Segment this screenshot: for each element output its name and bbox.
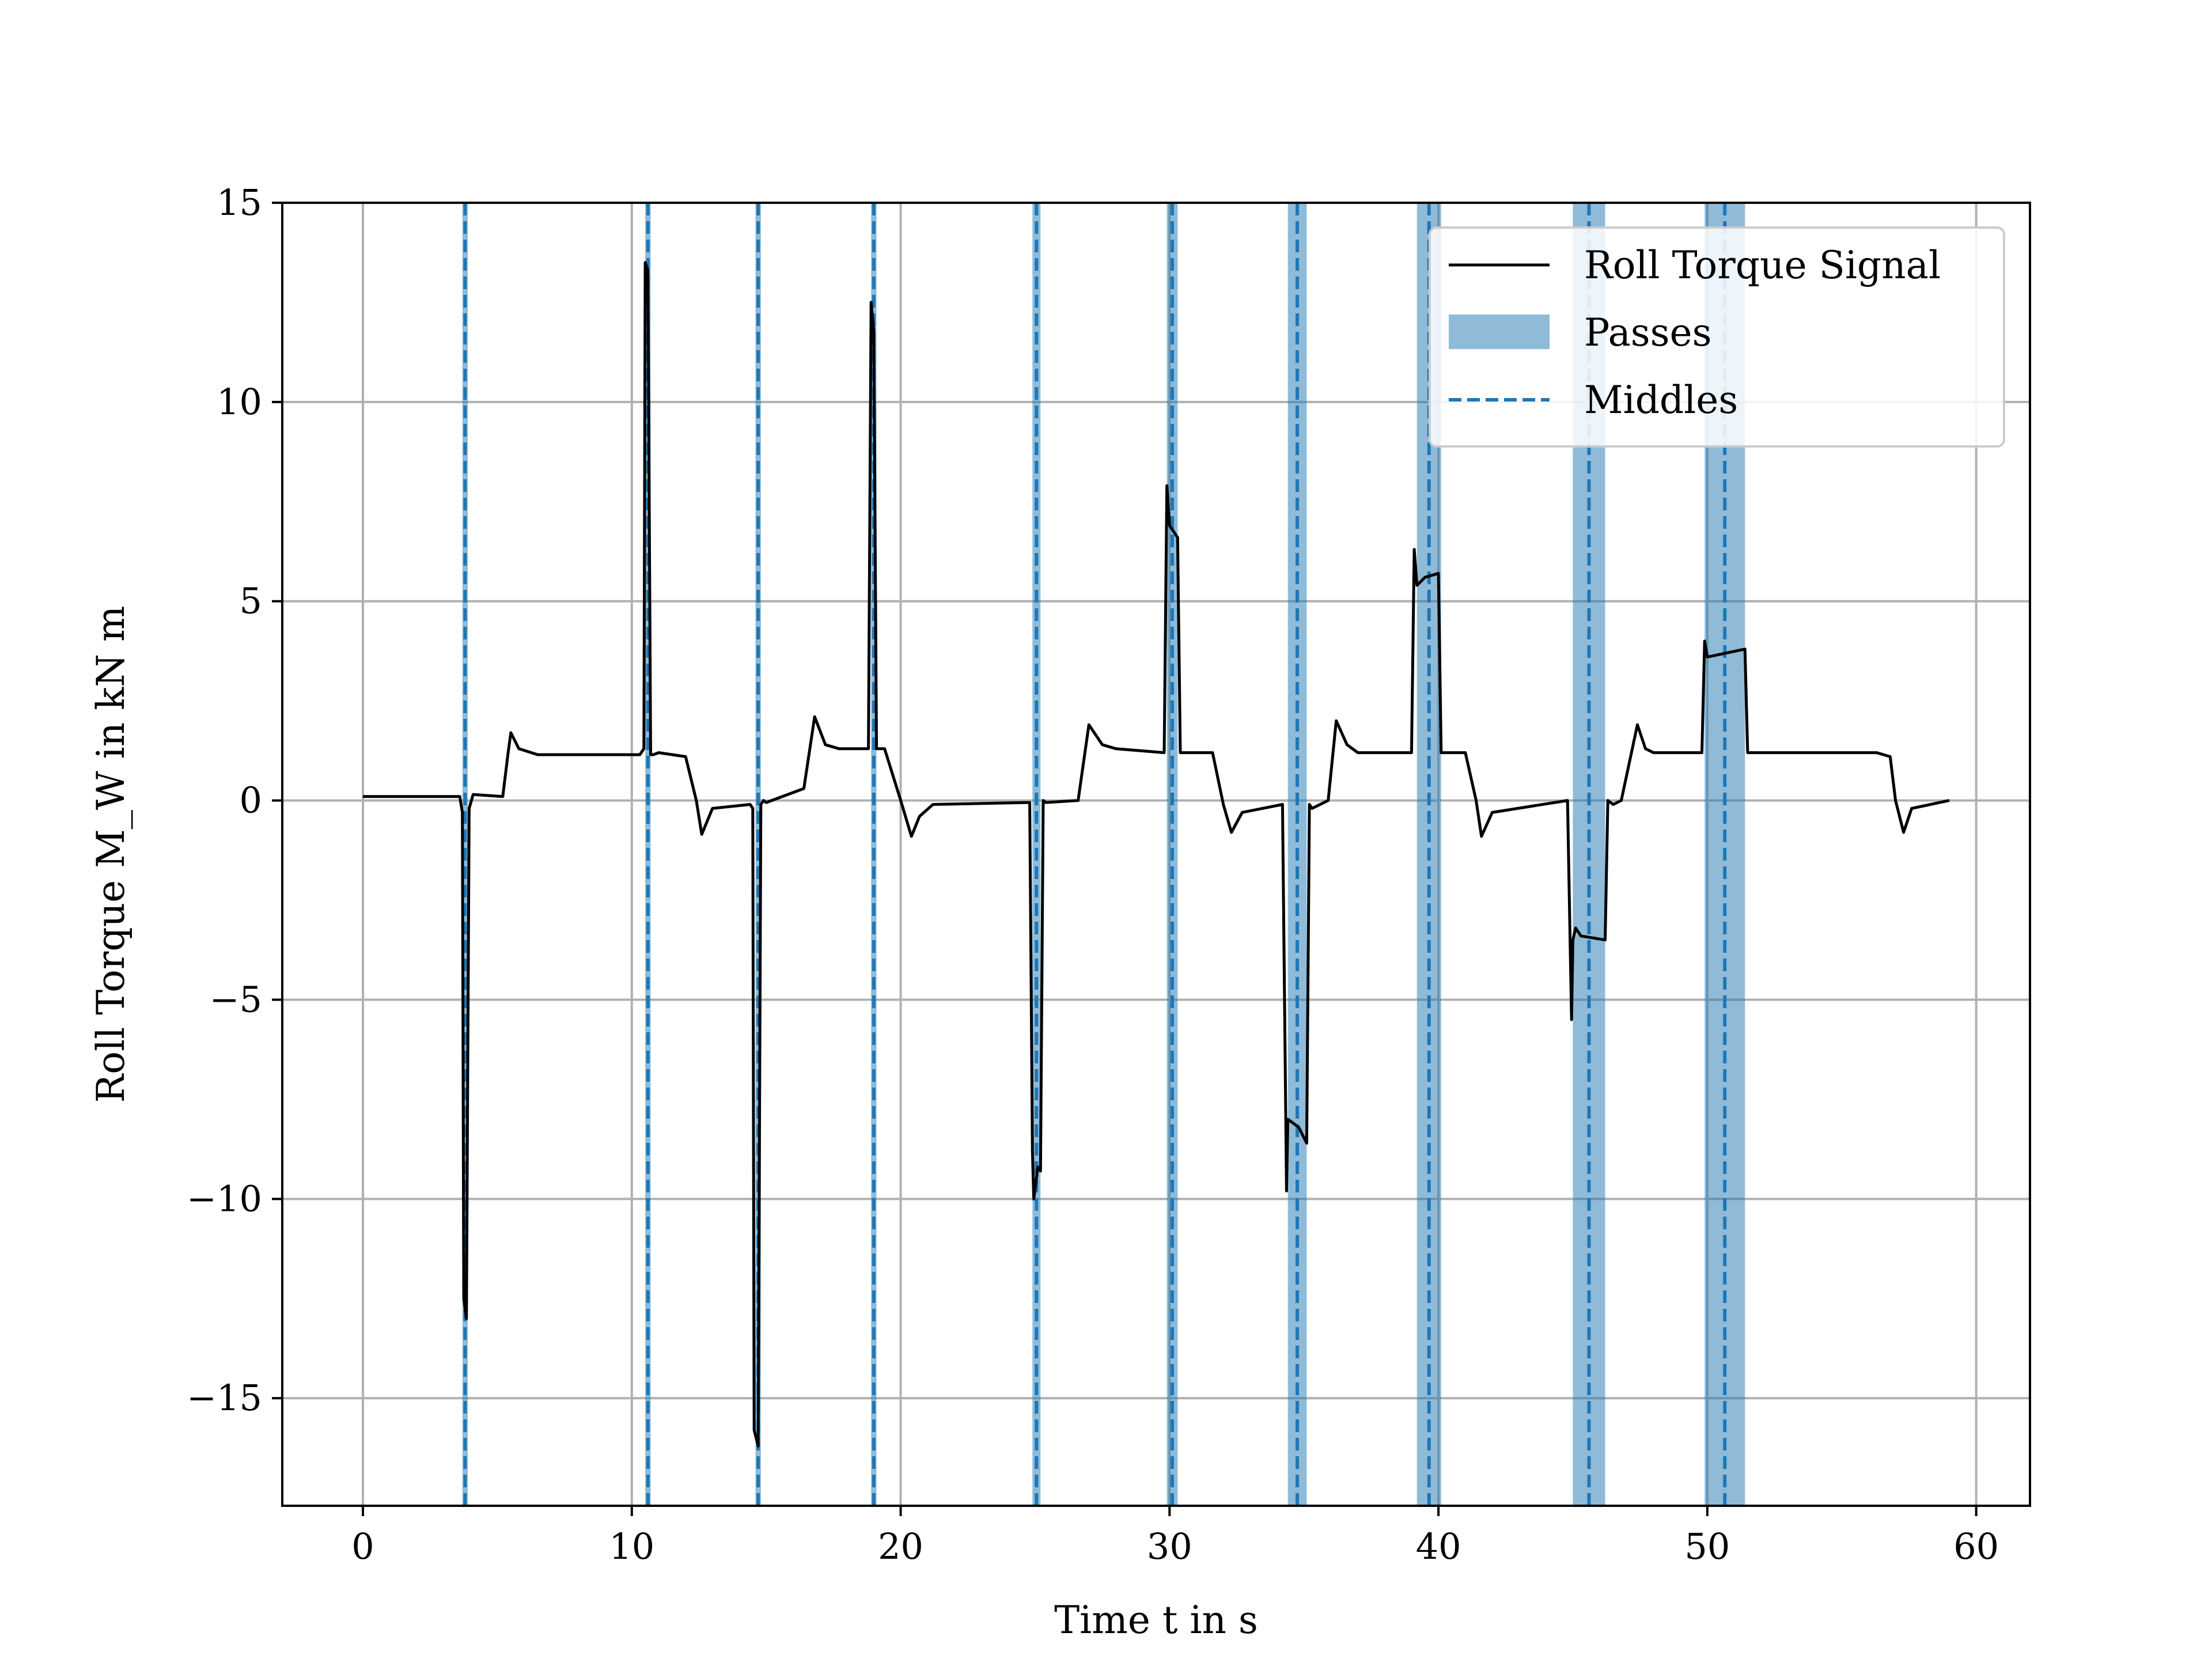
x-tick-label: 40 bbox=[1416, 1525, 1461, 1567]
legend-label-signal: Roll Torque Signal bbox=[1584, 243, 1941, 287]
x-axis-label: Time t in s bbox=[1054, 1598, 1258, 1642]
plot-frame bbox=[281, 202, 2031, 1507]
y-tick-label: 15 bbox=[217, 181, 262, 224]
x-tick-label: 20 bbox=[878, 1525, 923, 1567]
x-tick-label: 0 bbox=[351, 1525, 374, 1567]
y-tick-label: 0 bbox=[240, 779, 262, 821]
legend-label-passes: Passes bbox=[1584, 310, 1711, 355]
x-tick-label: 60 bbox=[1953, 1525, 1999, 1567]
legend-label-middles: Middles bbox=[1584, 378, 1738, 422]
y-tick-label: 5 bbox=[240, 580, 262, 622]
x-tick-label: 50 bbox=[1684, 1525, 1730, 1567]
series-layer bbox=[363, 261, 1950, 1448]
y-tick-label: −10 bbox=[187, 1177, 262, 1219]
y-tick-label: −15 bbox=[187, 1377, 262, 1419]
middles-layer bbox=[463, 203, 1727, 1506]
x-tick-label: 10 bbox=[609, 1525, 654, 1567]
axis-ticks: 0 10 20 30 40 50 60 −15 −10 −5 0 5 10 15 bbox=[187, 181, 1999, 1567]
y-axis-label: Roll Torque M_W in kN m bbox=[89, 606, 133, 1103]
y-tick-label: 10 bbox=[217, 381, 262, 423]
legend-swatch-passes bbox=[1449, 315, 1550, 349]
legend-box bbox=[1429, 226, 2005, 448]
legend: Roll Torque Signal Passes Middles bbox=[1429, 226, 2005, 448]
y-tick-label: −5 bbox=[210, 978, 262, 1020]
x-tick-label: 30 bbox=[1147, 1525, 1192, 1567]
series-line-roll-torque bbox=[363, 261, 1950, 1448]
